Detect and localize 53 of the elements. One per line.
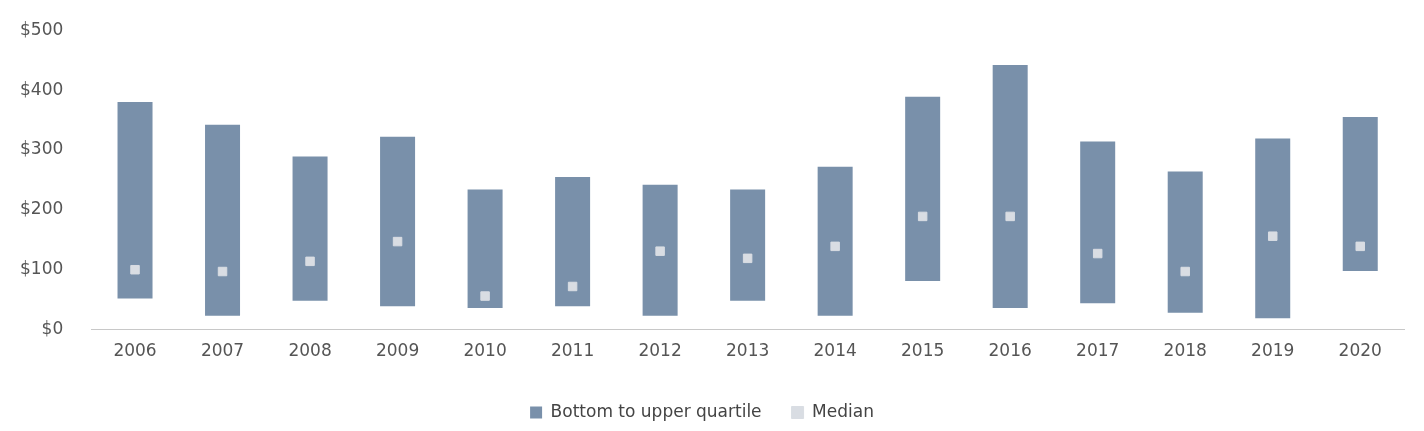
bar: [292, 156, 328, 301]
x-tick-label: 2018: [1163, 340, 1207, 361]
y-tick-label: $300: [20, 138, 64, 159]
x-tick-label: 2013: [726, 340, 770, 361]
x-tick-label: 2020: [1338, 340, 1382, 361]
bar: [1342, 117, 1378, 271]
x-tick-label: 2019: [1251, 340, 1295, 361]
point: [1355, 241, 1365, 252]
point: [917, 211, 928, 222]
y-tick-label: $200: [20, 198, 64, 219]
bar: [905, 96, 941, 282]
x-tick-label: 2009: [375, 340, 420, 361]
x-tick-label: 2012: [638, 340, 682, 361]
point: [1005, 211, 1015, 222]
point: [742, 253, 753, 264]
x-tick-label: 2011: [550, 340, 595, 361]
bar: [1167, 171, 1203, 313]
point: [392, 236, 403, 247]
bar: [1255, 138, 1291, 319]
x-tick-label: 2014: [813, 340, 857, 361]
point: [305, 256, 315, 267]
bar: [555, 176, 591, 307]
bar: [992, 64, 1028, 309]
x-tick-label: 2016: [988, 340, 1032, 361]
x-tick-label: 2006: [113, 340, 157, 361]
point: [1092, 248, 1103, 259]
point: [830, 241, 840, 252]
bar: [117, 102, 153, 299]
x-tick-label: 2008: [288, 340, 332, 361]
bar: [205, 124, 241, 316]
y-tick-label: $0: [41, 318, 64, 339]
x-tick-label: 2010: [463, 340, 507, 361]
y-tick-label: $500: [20, 18, 64, 39]
bar: [467, 189, 503, 309]
point: [1180, 266, 1190, 277]
point: [480, 291, 490, 301]
point: [217, 266, 228, 277]
bar: [380, 136, 416, 307]
legend-label: Median: [812, 400, 874, 421]
bar: [730, 189, 766, 301]
y-tick-label: $100: [20, 258, 64, 279]
point: [1267, 231, 1278, 241]
bar: [817, 166, 853, 316]
legend-label: Bottom to upper quartile: [550, 400, 762, 421]
bar: [642, 184, 678, 316]
point: [567, 281, 578, 292]
y-tick-label: $400: [20, 78, 64, 99]
x-tick-label: 2007: [200, 340, 245, 361]
x-tick-label: 2017: [1076, 340, 1120, 361]
point: [655, 246, 665, 256]
point: [130, 264, 140, 275]
x-tick-label: 2015: [901, 340, 945, 361]
bar: [1080, 141, 1116, 304]
